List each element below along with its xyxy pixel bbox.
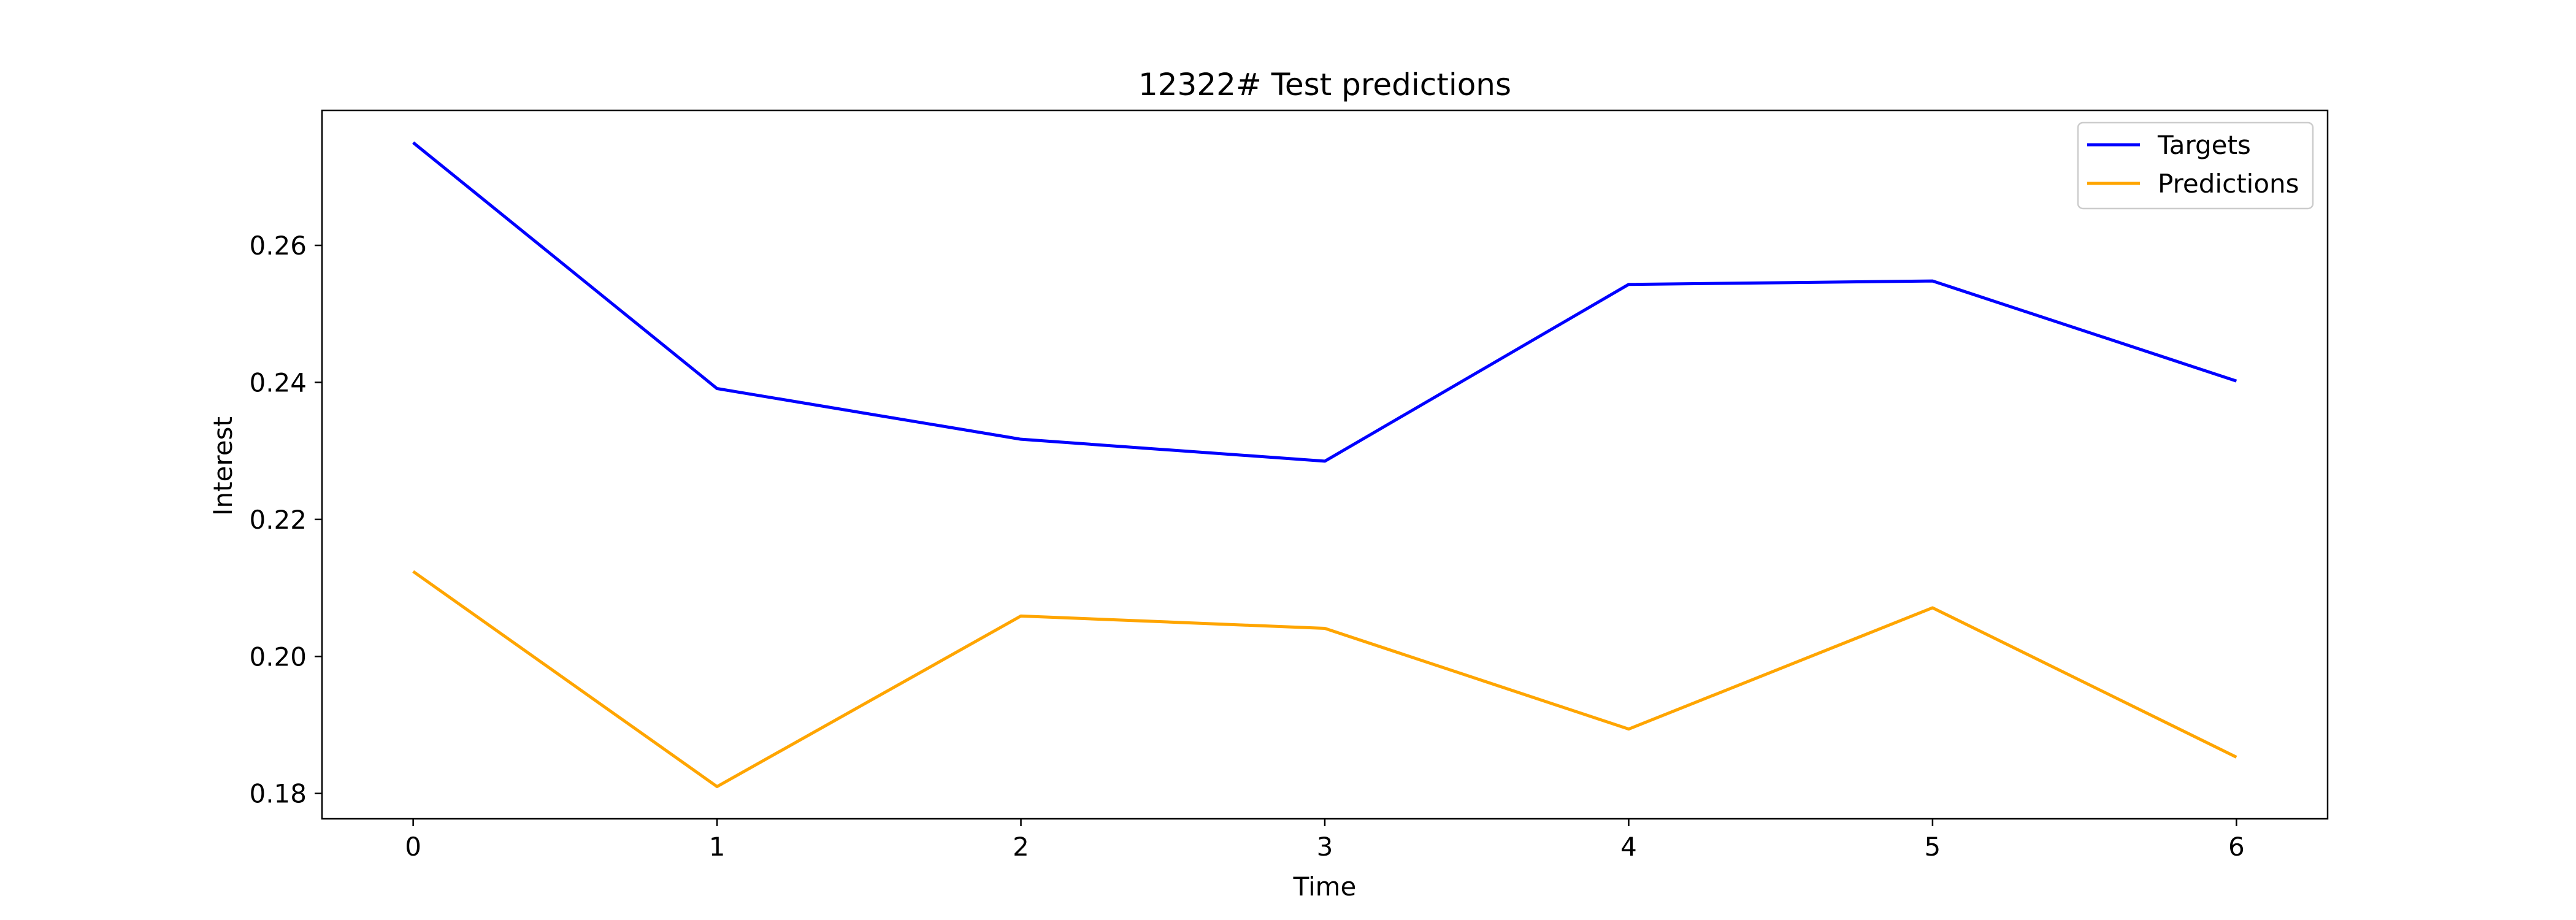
y-axis: 0.18 0.20 0.22 0.24 0.26 [249, 231, 322, 809]
legend: Targets Predictions [2077, 121, 2314, 210]
x-axis: 0 1 2 3 4 5 6 [405, 819, 2245, 862]
chart-title: 12322# Test predictions [1138, 67, 1511, 102]
plot-area [322, 110, 2328, 819]
y-tick-label: 0.26 [249, 231, 307, 261]
x-tick-label: 6 [2228, 832, 2245, 862]
y-axis-label: Interest [208, 416, 238, 516]
y-tick-label: 0.22 [249, 505, 307, 535]
series-line-predictions [412, 570, 2237, 788]
x-tick-label: 1 [709, 832, 726, 862]
x-tick-label: 2 [1013, 832, 1029, 862]
legend-label-targets: Targets [2157, 130, 2251, 160]
x-tick-label: 3 [1317, 832, 1333, 862]
x-tick-label: 4 [1620, 832, 1637, 862]
legend-label-predictions: Predictions [2158, 169, 2299, 199]
y-tick-label: 0.20 [249, 642, 307, 672]
y-tick-label: 0.24 [249, 367, 307, 397]
series-layer [412, 141, 2237, 788]
x-tick-label: 5 [1925, 832, 1941, 862]
x-axis-label: Time [1293, 872, 1357, 902]
plot-background [322, 110, 2328, 819]
x-tick-label: 0 [405, 832, 421, 862]
series-line-targets [412, 141, 2237, 463]
y-tick-label: 0.18 [249, 779, 307, 809]
